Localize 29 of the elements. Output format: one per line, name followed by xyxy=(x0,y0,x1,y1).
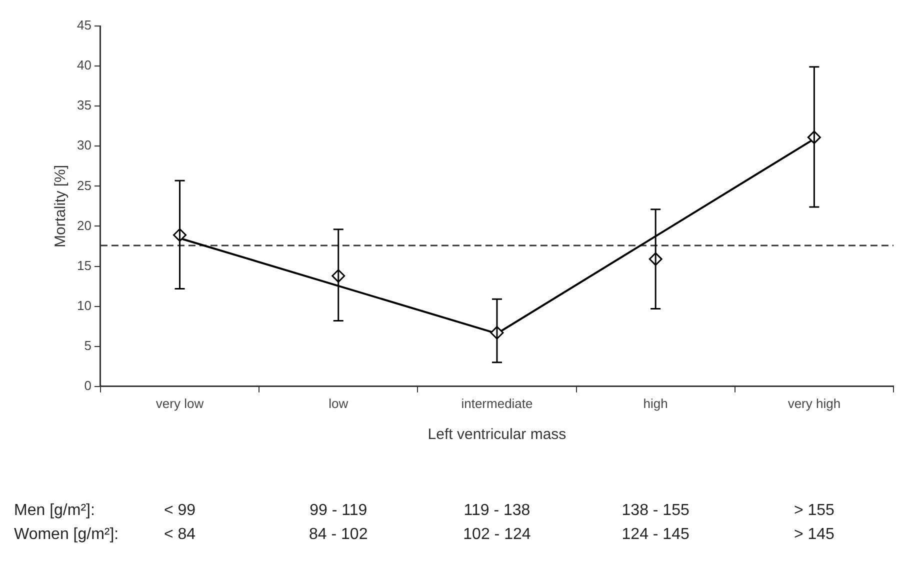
text: 84 - 102 xyxy=(308,526,369,544)
text: Women [g/m²]: xyxy=(14,526,120,544)
text: Men [g/m²]: xyxy=(14,502,96,520)
text: 99 - 119 xyxy=(308,502,368,520)
y-tick-label: 35 xyxy=(76,98,92,113)
text: 102 - 124 xyxy=(462,526,532,544)
y-tick-label: 45 xyxy=(76,18,92,33)
x-axis-title: Left ventricular mass xyxy=(428,426,566,444)
x-tick-label: very high xyxy=(788,396,841,411)
y-tick-label: 25 xyxy=(76,178,92,193)
y-tick-label: 20 xyxy=(76,218,92,233)
x-tick-label: very low xyxy=(156,396,204,411)
y-tick-label: 5 xyxy=(84,338,92,353)
text: > 145 xyxy=(792,526,836,544)
y-tick-label: 15 xyxy=(76,258,92,273)
text: > 155 xyxy=(792,502,836,520)
text: < 84 xyxy=(162,526,197,544)
text: < 99 xyxy=(162,502,197,520)
text: 119 - 138 xyxy=(462,502,532,520)
x-tick-label: low xyxy=(328,396,349,411)
y-tick-label: 30 xyxy=(76,138,92,153)
text: 138 - 155 xyxy=(620,502,690,520)
y-tick-label: 0 xyxy=(84,378,92,393)
text: 124 - 145 xyxy=(620,526,690,544)
x-tick-label: high xyxy=(643,396,668,411)
y-tick-label: 10 xyxy=(76,298,92,313)
x-tick-label: intermediate xyxy=(461,396,533,411)
y-tick-label: 40 xyxy=(76,58,92,73)
y-axis-title: Mortality [%] xyxy=(52,164,70,248)
